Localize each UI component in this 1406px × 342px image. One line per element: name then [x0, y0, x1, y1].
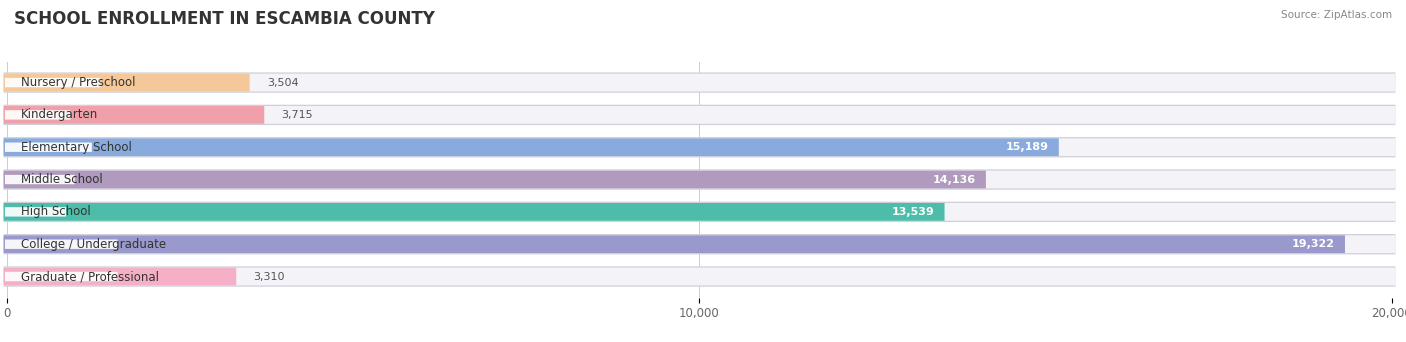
FancyBboxPatch shape — [4, 235, 1395, 253]
FancyBboxPatch shape — [4, 202, 1395, 222]
FancyBboxPatch shape — [4, 106, 1395, 124]
Text: 3,310: 3,310 — [253, 272, 285, 281]
FancyBboxPatch shape — [4, 74, 1395, 91]
FancyBboxPatch shape — [6, 239, 118, 249]
Text: Kindergarten: Kindergarten — [21, 108, 98, 121]
Text: Source: ZipAtlas.com: Source: ZipAtlas.com — [1281, 10, 1392, 20]
Text: Elementary School: Elementary School — [21, 141, 132, 154]
FancyBboxPatch shape — [4, 73, 1395, 93]
FancyBboxPatch shape — [4, 268, 1395, 286]
FancyBboxPatch shape — [4, 137, 1395, 157]
FancyBboxPatch shape — [6, 143, 91, 152]
FancyBboxPatch shape — [4, 74, 250, 91]
Text: Middle School: Middle School — [21, 173, 103, 186]
FancyBboxPatch shape — [6, 207, 66, 216]
FancyBboxPatch shape — [4, 105, 1395, 125]
Text: SCHOOL ENROLLMENT IN ESCAMBIA COUNTY: SCHOOL ENROLLMENT IN ESCAMBIA COUNTY — [14, 10, 434, 28]
Text: 15,189: 15,189 — [1005, 142, 1049, 152]
FancyBboxPatch shape — [4, 106, 264, 124]
FancyBboxPatch shape — [4, 138, 1395, 156]
FancyBboxPatch shape — [4, 203, 945, 221]
FancyBboxPatch shape — [4, 171, 1395, 188]
FancyBboxPatch shape — [6, 272, 118, 281]
FancyBboxPatch shape — [4, 203, 1395, 221]
Text: College / Undergraduate: College / Undergraduate — [21, 238, 166, 251]
FancyBboxPatch shape — [4, 268, 236, 286]
FancyBboxPatch shape — [4, 171, 986, 188]
Text: High School: High School — [21, 206, 90, 219]
FancyBboxPatch shape — [6, 175, 75, 184]
Text: 13,539: 13,539 — [891, 207, 934, 217]
Text: 14,136: 14,136 — [932, 174, 976, 185]
FancyBboxPatch shape — [4, 234, 1395, 254]
Text: 19,322: 19,322 — [1292, 239, 1334, 249]
FancyBboxPatch shape — [4, 169, 1395, 190]
Text: 3,504: 3,504 — [267, 78, 298, 88]
Text: 3,715: 3,715 — [281, 110, 314, 120]
FancyBboxPatch shape — [4, 266, 1395, 287]
Text: Graduate / Professional: Graduate / Professional — [21, 270, 159, 283]
FancyBboxPatch shape — [6, 110, 70, 120]
FancyBboxPatch shape — [4, 235, 1346, 253]
Text: Nursery / Preschool: Nursery / Preschool — [21, 76, 135, 89]
FancyBboxPatch shape — [4, 138, 1059, 156]
FancyBboxPatch shape — [6, 78, 100, 87]
